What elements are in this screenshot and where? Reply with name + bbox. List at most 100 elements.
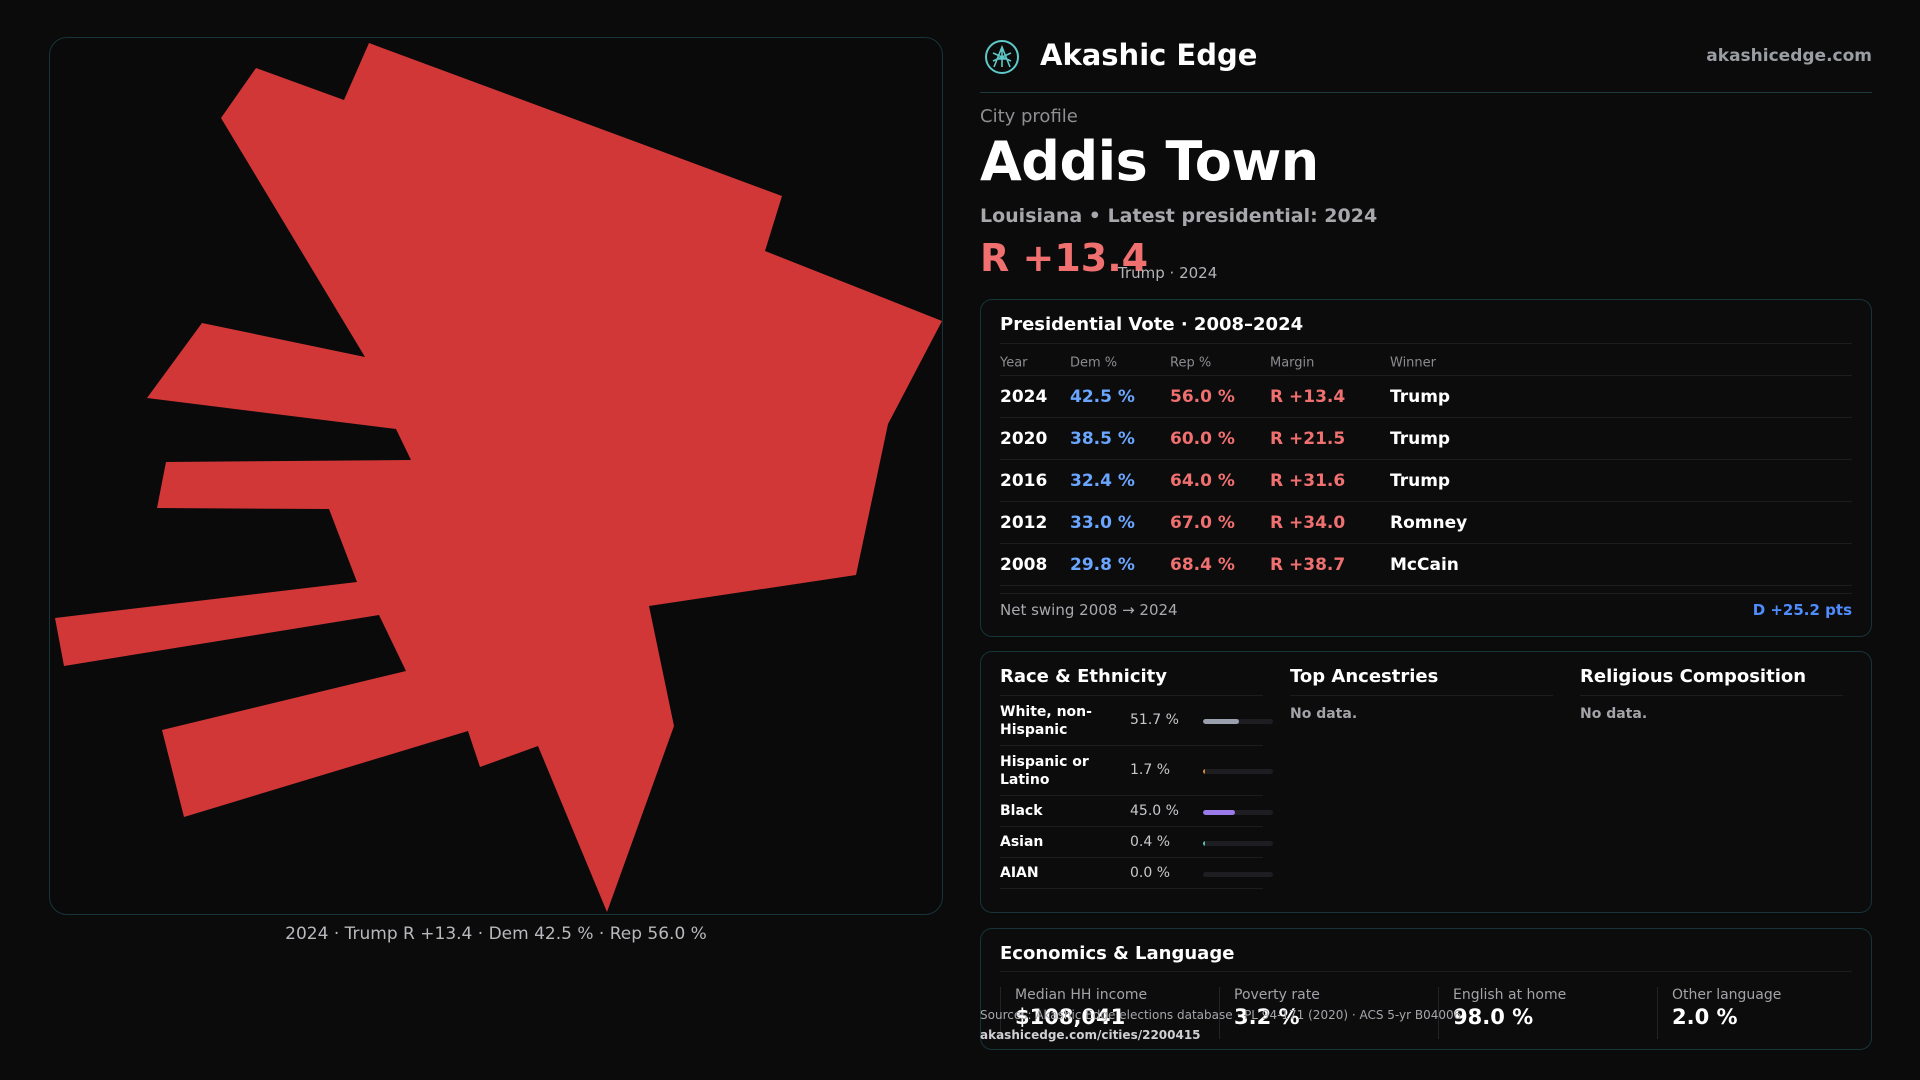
- net-swing-value: D +25.2 pts: [1752, 601, 1852, 619]
- divider: [1580, 695, 1843, 696]
- row-dem-pct: 29.8 %: [1070, 554, 1135, 575]
- divider: [1000, 971, 1852, 972]
- row-rep-pct: 67.0 %: [1170, 512, 1235, 533]
- column-header-dem: Dem %: [1070, 355, 1118, 370]
- row-dem-pct: 42.5 %: [1070, 386, 1135, 407]
- demographics-card: Race & Ethnicity White, non-Hispanic 51.7…: [980, 651, 1872, 913]
- row-margin: R +34.0: [1270, 512, 1346, 533]
- stat-poverty-rate: Poverty rate 3.2 %: [1219, 987, 1419, 1039]
- race-share-fill: [1203, 769, 1205, 774]
- race-share-fill: [1203, 841, 1205, 846]
- row-dem-pct: 33.0 %: [1070, 512, 1135, 533]
- stat-english-at-home: English at home 98.0 %: [1438, 987, 1638, 1039]
- race-label: Black: [1000, 803, 1043, 819]
- net-swing-label: Net swing 2008 → 2024: [1000, 601, 1178, 619]
- brand-url[interactable]: akashicedge.com: [1706, 46, 1872, 66]
- latest-margin-note: Trump · 2024: [1118, 264, 1218, 282]
- row-winner: Trump: [1390, 470, 1451, 491]
- stat-value: 2.0 %: [1672, 1005, 1738, 1029]
- presidential-vote-title: Presidential Vote · 2008–2024: [1000, 314, 1304, 335]
- column-header-year: Year: [1000, 355, 1028, 370]
- sources-footer: Sources: Akashic Edge elections database…: [980, 1005, 1461, 1045]
- row-margin: R +31.6: [1270, 470, 1346, 491]
- table-row: 2016 32.4 % 64.0 % R +31.6 Trump: [1000, 460, 1852, 502]
- column-header-rep: Rep %: [1170, 355, 1212, 370]
- row-year: 2012: [1000, 512, 1048, 533]
- row-rep-pct: 68.4 %: [1170, 554, 1235, 575]
- page-title: Addis Town: [980, 130, 1319, 193]
- race-share-bar: [1203, 810, 1273, 815]
- race-ethnicity-title: Race & Ethnicity: [1000, 666, 1167, 687]
- divider: [1000, 695, 1263, 696]
- race-pct: 1.7 %: [1130, 762, 1171, 778]
- race-row: AIAN 0.0 %: [1000, 858, 1273, 889]
- race-pct: 0.4 %: [1130, 834, 1171, 850]
- city-boundary-shape: [55, 43, 942, 912]
- sources-url[interactable]: akashicedge.com/cities/2200415: [980, 1028, 1201, 1042]
- divider: [1290, 695, 1553, 696]
- top-ancestries-empty: No data.: [1290, 706, 1358, 722]
- latest-margin: R +13.4: [980, 236, 1149, 280]
- stat-value: $108,041: [1015, 1005, 1126, 1029]
- profile-eyebrow: City profile: [980, 106, 1078, 127]
- table-row: 2024 42.5 % 56.0 % R +13.4 Trump: [1000, 376, 1852, 418]
- race-share-fill: [1203, 810, 1235, 815]
- religious-composition-section: Religious Composition No data.: [1580, 666, 1843, 722]
- column-header-margin: Margin: [1270, 355, 1315, 370]
- brand-header: Akashic Edge akashicedge.com: [980, 36, 1872, 76]
- row-rep-pct: 64.0 %: [1170, 470, 1235, 491]
- race-pct: 0.0 %: [1130, 865, 1171, 881]
- brand-divider: [980, 92, 1872, 93]
- religious-composition-empty: No data.: [1580, 706, 1648, 722]
- row-rep-pct: 60.0 %: [1170, 428, 1235, 449]
- stat-label: Median HH income: [1015, 987, 1148, 1003]
- city-profile-panel: Akashic Edge akashicedge.com City profil…: [980, 0, 1872, 1080]
- city-boundary-map: [49, 37, 943, 915]
- race-share-bar: [1203, 872, 1273, 877]
- stat-label: English at home: [1453, 987, 1567, 1003]
- row-margin: R +38.7: [1270, 554, 1346, 575]
- table-row: 2020 38.5 % 60.0 % R +21.5 Trump: [1000, 418, 1852, 460]
- economics-language-card: Economics & Language Median HH income $1…: [980, 928, 1872, 1050]
- table-row: 2012 33.0 % 67.0 % R +34.0 Romney: [1000, 502, 1852, 544]
- net-swing-row: Net swing 2008 → 2024 D +25.2 pts: [1000, 593, 1852, 623]
- presidential-vote-card: Presidential Vote · 2008–2024 Year Dem %…: [980, 299, 1872, 637]
- race-label: Asian: [1000, 834, 1044, 850]
- race-share-bar: [1203, 769, 1273, 774]
- race-row: Black 45.0 %: [1000, 796, 1273, 827]
- map-caption: 2024 · Trump R +13.4 · Dem 42.5 % · Rep …: [285, 924, 707, 944]
- race-row: Hispanic or Latino 1.7 %: [1000, 746, 1273, 796]
- race-ethnicity-list: White, non-Hispanic 51.7 % Hispanic or Lat…: [1000, 696, 1273, 889]
- row-winner: Trump: [1390, 386, 1451, 407]
- economics-language-title: Economics & Language: [1000, 943, 1235, 964]
- row-winner: McCain: [1390, 554, 1459, 575]
- race-ethnicity-section: Race & Ethnicity White, non-Hispanic 51.7…: [1000, 666, 1273, 889]
- row-year: 2016: [1000, 470, 1048, 491]
- row-winner: Romney: [1390, 512, 1468, 533]
- row-winner: Trump: [1390, 428, 1451, 449]
- race-label: AIAN: [1000, 865, 1039, 881]
- top-ancestries-section: Top Ancestries No data.: [1290, 666, 1553, 722]
- row-year: 2024: [1000, 386, 1048, 407]
- stat-value: 98.0 %: [1453, 1005, 1534, 1029]
- divider: [1000, 343, 1852, 344]
- row-margin: R +21.5: [1270, 428, 1346, 449]
- column-header-winner: Winner: [1390, 355, 1437, 370]
- stat-median-hh-income: Median HH income $108,041: [1000, 987, 1200, 1039]
- stat-value: 3.2 %: [1234, 1005, 1300, 1029]
- stat-other-language: Other language 2.0 %: [1657, 987, 1857, 1039]
- race-share-bar: [1203, 719, 1273, 724]
- race-pct: 51.7 %: [1130, 712, 1179, 728]
- row-year: 2008: [1000, 554, 1048, 575]
- table-row: 2008 29.8 % 68.4 % R +38.7 McCain: [1000, 544, 1852, 586]
- stat-label: Poverty rate: [1234, 987, 1320, 1003]
- race-share-bar: [1203, 841, 1273, 846]
- race-row: White, non-Hispanic 51.7 %: [1000, 696, 1273, 746]
- row-dem-pct: 38.5 %: [1070, 428, 1135, 449]
- akashic-edge-logo-icon: [985, 40, 1019, 74]
- row-year: 2020: [1000, 428, 1048, 449]
- race-label: White, non-Hispanic: [1000, 704, 1092, 738]
- presidential-vote-table: Year Dem % Rep % Margin Winner 2024 42.5…: [1000, 350, 1852, 586]
- race-share-fill: [1203, 719, 1240, 724]
- race-row: Asian 0.4 %: [1000, 827, 1273, 858]
